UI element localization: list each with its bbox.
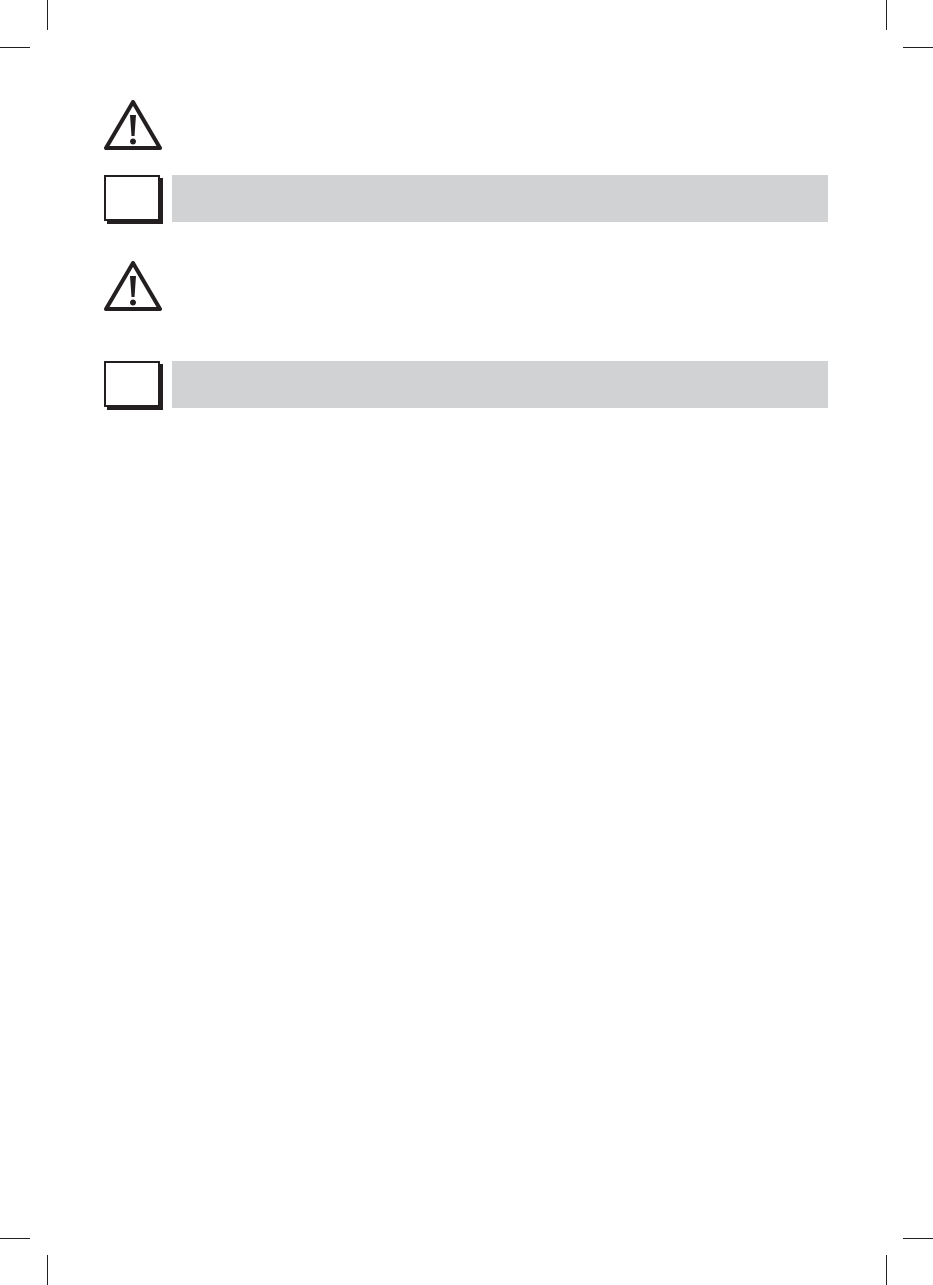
- crop-mark: [0, 47, 30, 48]
- crop-mark: [903, 47, 933, 48]
- warning-triangle-icon: [104, 100, 162, 150]
- checkbox-square: [104, 175, 160, 221]
- crop-mark: [47, 1255, 48, 1285]
- checkbox-square: [104, 361, 160, 407]
- crop-mark: [903, 1238, 933, 1239]
- crop-mark: [47, 0, 48, 30]
- gray-bar: [172, 361, 828, 408]
- warning-triangle-icon: [104, 261, 162, 311]
- crop-mark: [886, 1255, 887, 1285]
- gray-bar: [172, 175, 828, 222]
- crop-mark: [886, 0, 887, 30]
- crop-mark: [0, 1238, 30, 1239]
